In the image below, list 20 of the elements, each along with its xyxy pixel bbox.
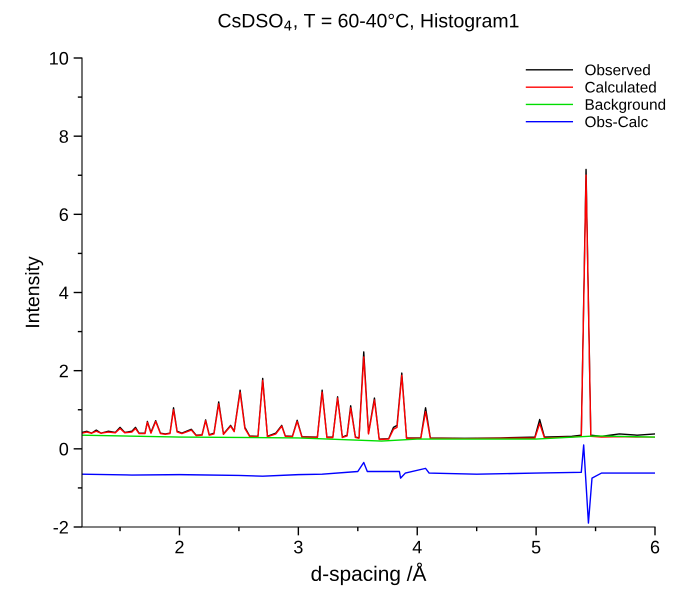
y-tick-label: 10 xyxy=(50,52,68,65)
x-tick-label: 6 xyxy=(650,540,660,554)
y-tick-label: 4 xyxy=(59,286,68,300)
x-tick-label: 5 xyxy=(532,540,540,554)
y-tick-label: 6 xyxy=(60,208,68,222)
x-tick-label: 4 xyxy=(412,540,422,554)
legend-label: Background xyxy=(586,98,666,113)
legend-label: Calculated xyxy=(585,81,656,93)
y-axis-title: Intensity xyxy=(25,256,44,327)
line-series xyxy=(82,444,655,524)
x-tick-label: 2 xyxy=(175,540,184,554)
y-tick-label: 0 xyxy=(59,442,68,456)
legend-label: Obs-Calc xyxy=(585,116,648,128)
chart-title: CsDSO$_{4}$, T = 60-40°C, Histogram1 xyxy=(218,13,518,32)
y-tick-label: 8 xyxy=(60,130,68,143)
y-tick-label: -2 xyxy=(54,520,68,534)
x-tick-label: 3 xyxy=(294,540,303,554)
x-axis-title: d-spacing /Å xyxy=(311,562,426,586)
y-tick-label: 2 xyxy=(60,364,68,378)
legend-label: Observed xyxy=(585,64,650,76)
